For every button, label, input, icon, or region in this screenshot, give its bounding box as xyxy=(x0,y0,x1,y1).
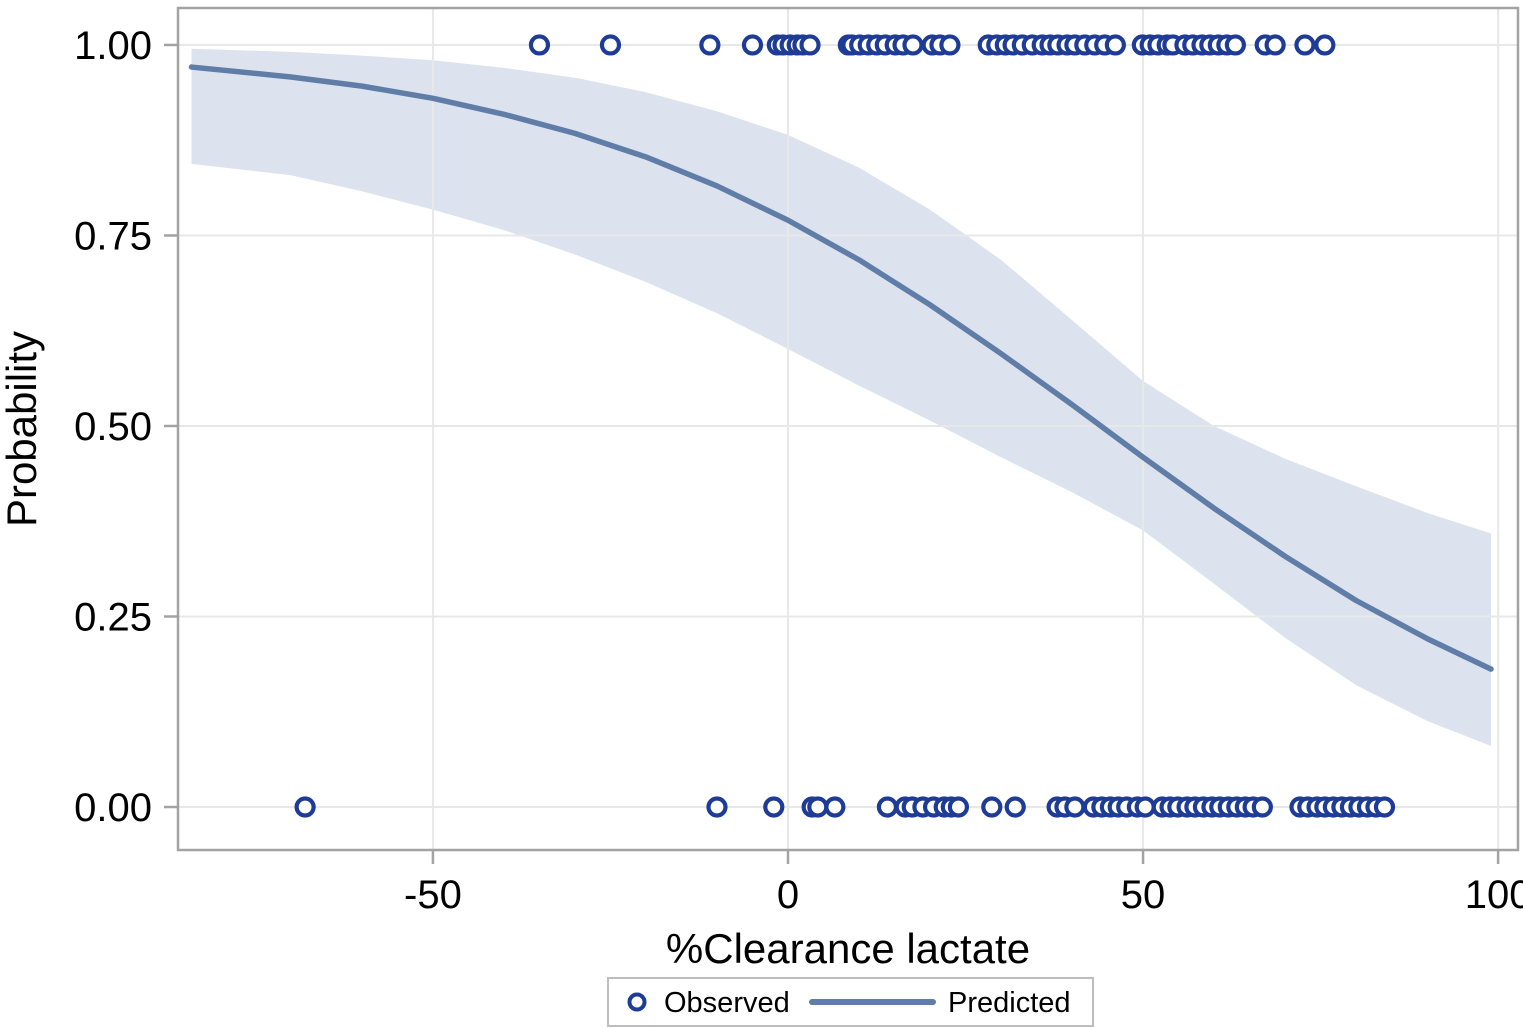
observed-point xyxy=(876,796,899,818)
observed-point xyxy=(824,796,846,818)
observed-point xyxy=(706,796,728,818)
observed-point xyxy=(1134,796,1156,818)
observed-point xyxy=(947,796,970,818)
observed-point xyxy=(294,796,316,818)
x-axis-label: %Clearance lactate xyxy=(666,925,1030,972)
x-tick-label: 100 xyxy=(1465,873,1523,917)
x-tick-label: -50 xyxy=(404,873,462,917)
observed-point xyxy=(1264,34,1286,56)
observed-point xyxy=(763,796,785,818)
x-tick-label: 0 xyxy=(777,873,799,917)
confidence-band xyxy=(191,48,1492,747)
observed-point xyxy=(699,34,721,56)
observed-point xyxy=(1224,34,1246,56)
observed-point xyxy=(939,34,961,56)
legend-observed-marker-icon xyxy=(627,992,647,1012)
observed-point xyxy=(741,34,764,56)
legend-observed-label: Observed xyxy=(664,987,790,1019)
observed-points-bottom xyxy=(294,796,1396,818)
y-tick-label: 0.25 xyxy=(74,596,152,640)
y-tick-label: 0.75 xyxy=(74,214,152,258)
observed-point xyxy=(1314,34,1336,56)
observed-point xyxy=(599,34,622,56)
plot-frame xyxy=(176,6,1520,852)
y-tick-label: 1.00 xyxy=(74,24,152,68)
x-tick-label: 50 xyxy=(1121,873,1166,917)
observed-point xyxy=(1373,796,1396,818)
observed-point xyxy=(981,796,1003,818)
y-tick-label: 0.50 xyxy=(74,405,152,449)
observed-point xyxy=(1004,796,1026,818)
observed-point xyxy=(1104,34,1126,56)
observed-points-top xyxy=(528,34,1336,56)
axis-ticks xyxy=(164,43,1500,864)
legend: Observed Predicted xyxy=(607,977,1094,1027)
legend-predicted-label: Predicted xyxy=(948,987,1071,1019)
observed-point xyxy=(902,34,924,56)
y-axis-label: Probability xyxy=(0,331,45,527)
y-tick-label: 0.00 xyxy=(74,786,152,830)
observed-point xyxy=(528,34,551,56)
observed-point xyxy=(1251,796,1273,818)
observed-point xyxy=(1064,796,1086,818)
observed-point xyxy=(1294,34,1316,56)
predicted-curve xyxy=(188,64,1494,672)
observed-point xyxy=(807,796,829,818)
observed-point xyxy=(799,34,821,56)
